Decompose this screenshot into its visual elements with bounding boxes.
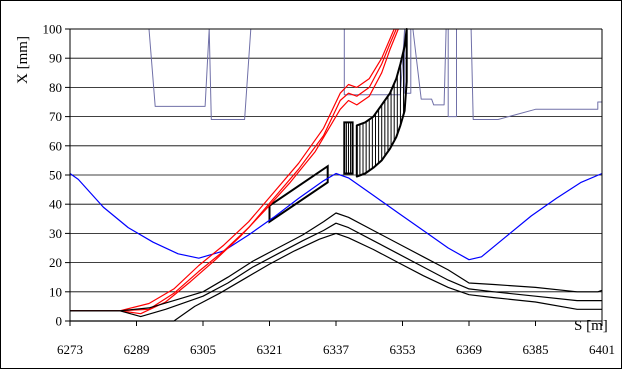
- y-tick-label-90: 90: [49, 51, 62, 66]
- series-line-circulating-center: [70, 222, 602, 318]
- series-lines: [69, 28, 603, 322]
- series-line-aperture-limit: [148, 28, 602, 120]
- tick-labels: 6273 6289 6305 6321 6337 6353 6369 6385 6401 0 10 2…: [43, 22, 616, 358]
- septum-parallelogram: [268, 164, 329, 224]
- y-tick-label-80: 80: [49, 80, 62, 95]
- x-tick-label-6369: 6369: [456, 342, 482, 357]
- x-axis-label: S [m]: [574, 318, 608, 334]
- series-line-circulating-upper: [70, 212, 603, 312]
- y-tick-label-100: 100: [43, 22, 63, 37]
- y-tick-label-60: 60: [49, 138, 62, 153]
- y-tick-label-20: 20: [49, 255, 62, 270]
- y-tick-label-50: 50: [49, 168, 62, 183]
- x-tick-label-6401: 6401: [589, 342, 615, 357]
- element-shapes: [268, 28, 408, 224]
- x-tick-label-6337: 6337: [323, 342, 350, 357]
- aperture-lines: [70, 28, 602, 120]
- series-line-envelope: [69, 172, 603, 261]
- series-line-trajectory-center: [70, 28, 397, 312]
- x-tick-label-6353: 6353: [390, 342, 416, 357]
- hatched-block-curved: [355, 28, 408, 178]
- x-tick-label-6289: 6289: [124, 342, 150, 357]
- x-tick-label-6385: 6385: [523, 342, 549, 357]
- y-tick-label-40: 40: [49, 197, 62, 212]
- y-tick-label-30: 30: [49, 226, 62, 241]
- tick-marks: [65, 28, 603, 326]
- y-tick-label-0: 0: [56, 314, 63, 329]
- hatched-block-left: [343, 121, 354, 175]
- series-line-circulating-lower: [70, 232, 602, 322]
- series-line-trajectory-upper: [70, 28, 395, 312]
- y-tick-label-70: 70: [49, 109, 62, 124]
- x-tick-label-6273: 6273: [57, 342, 83, 357]
- y-axis-label: X [mm]: [15, 36, 31, 84]
- series-line-trajectory-lower: [70, 28, 399, 315]
- x-tick-label-6305: 6305: [190, 342, 216, 357]
- x-tick-label-6321: 6321: [257, 342, 283, 357]
- grid-lines: [70, 28, 602, 293]
- y-tick-label-10: 10: [49, 284, 62, 299]
